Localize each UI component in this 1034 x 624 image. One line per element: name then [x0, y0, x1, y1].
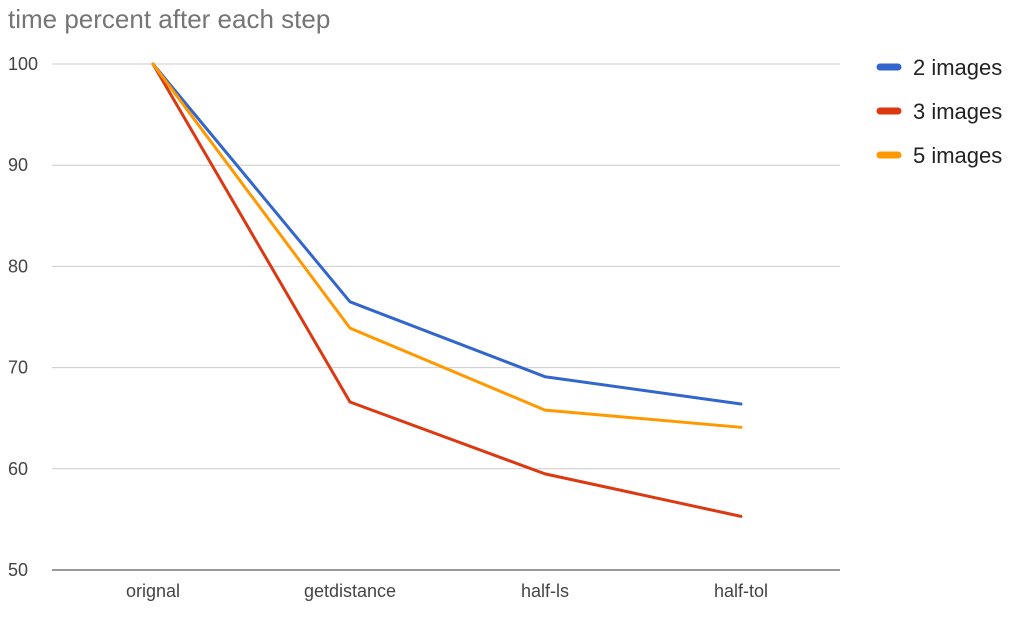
- x-tick-label: half-ls: [521, 581, 569, 601]
- y-tick-label: 90: [8, 155, 28, 175]
- legend-label: 2 images: [913, 55, 1002, 80]
- gridlines: [52, 63, 840, 571]
- x-tick-label: half-tol: [714, 581, 768, 601]
- y-axis-ticks: 50 60 70 80 90 100: [8, 54, 38, 580]
- y-tick-label: 50: [8, 560, 28, 580]
- y-tick-label: 100: [8, 54, 38, 74]
- series-lines: [151, 62, 743, 518]
- y-tick-label: 60: [8, 459, 28, 479]
- x-axis-ticks: orignal getdistance half-ls half-tol: [126, 581, 768, 601]
- chart-title: time percent after each step: [8, 4, 331, 34]
- legend-label: 5 images: [913, 143, 1002, 168]
- x-tick-label: orignal: [126, 581, 180, 601]
- series-line-5-images: [151, 62, 743, 429]
- legend-label: 3 images: [913, 99, 1002, 124]
- series-line-2-images: [151, 62, 743, 406]
- y-tick-label: 80: [8, 256, 28, 276]
- series-line-3-images: [151, 62, 743, 518]
- y-tick-label: 70: [8, 358, 28, 378]
- x-tick-label: getdistance: [304, 581, 396, 601]
- legend: 2 images 3 images 5 images: [876, 55, 1002, 168]
